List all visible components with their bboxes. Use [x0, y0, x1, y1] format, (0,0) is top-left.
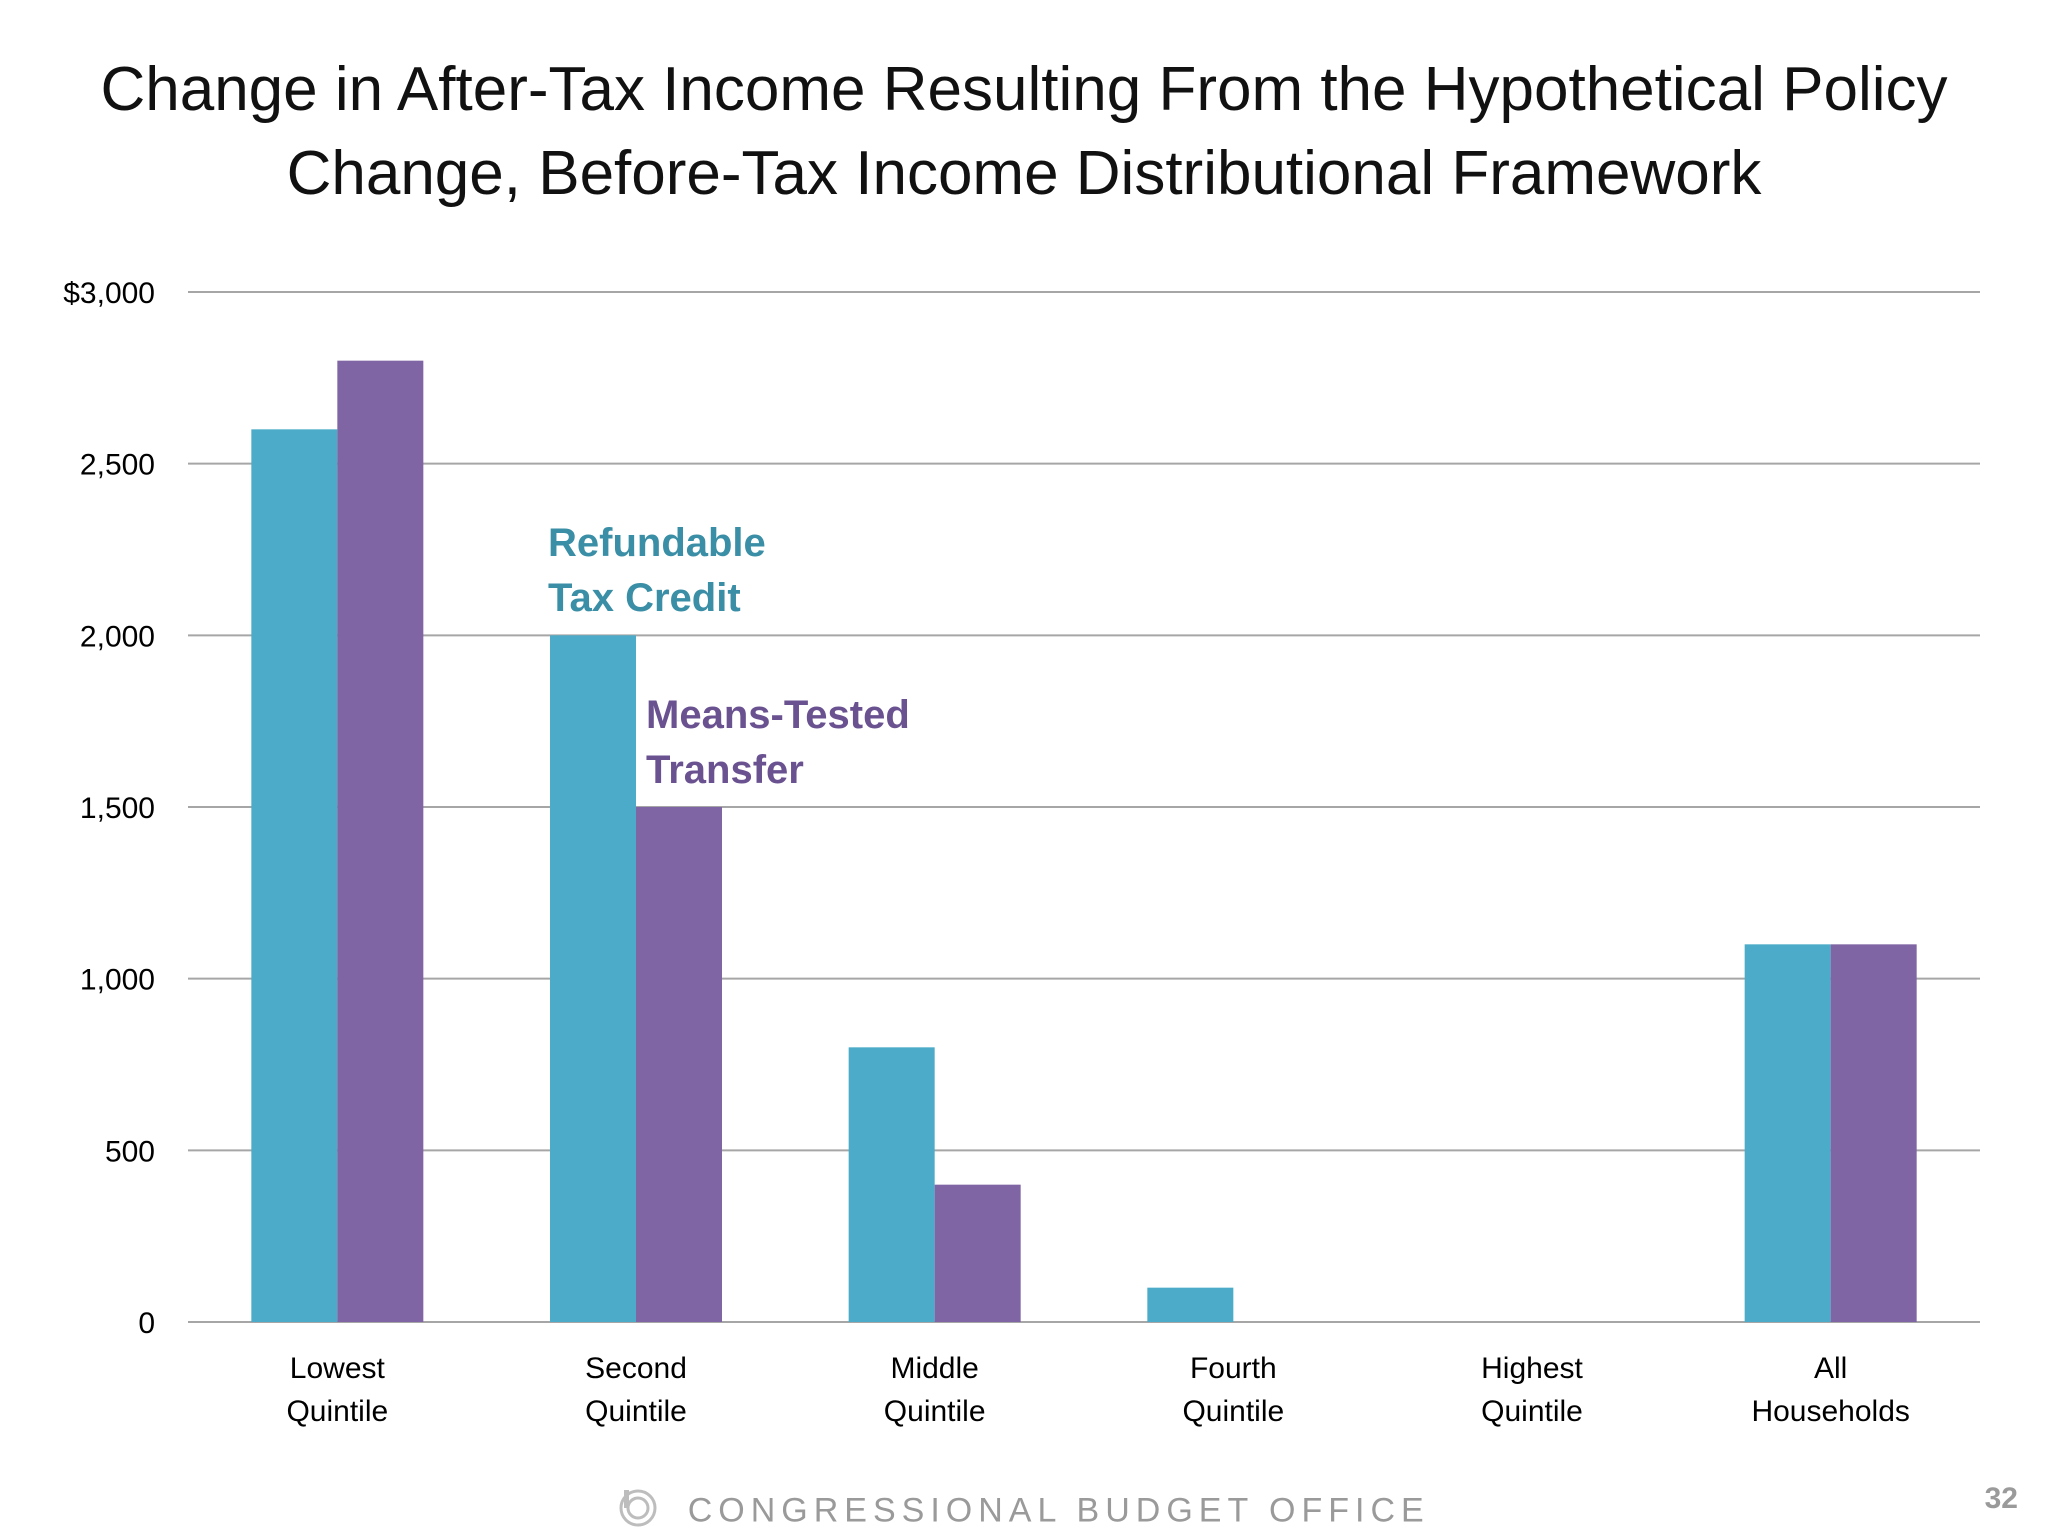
- x-tick-label: Quintile: [585, 1395, 687, 1428]
- footer: CONGRESSIONAL BUDGET OFFICE: [0, 1488, 2048, 1537]
- x-tick-label: Second: [585, 1352, 687, 1385]
- chart-title: Change in After-Tax Income Resulting Fro…: [0, 48, 2048, 216]
- bar: [636, 807, 722, 1322]
- y-tick-label: $3,000: [63, 277, 155, 310]
- bar: [337, 360, 424, 1323]
- chart-title-line-1: Change in After-Tax Income Resulting Fro…: [100, 55, 1948, 124]
- x-tick-label: Quintile: [884, 1395, 986, 1428]
- y-tick-label: 0: [138, 1307, 155, 1340]
- bar: [1744, 944, 1831, 1322]
- bar: [251, 429, 338, 1322]
- bar: [1147, 1287, 1234, 1322]
- chart-title-line-2: Change, Before-Tax Income Distributional…: [286, 139, 1762, 208]
- series-label: Tax Credit: [548, 576, 741, 620]
- x-tick-label: Lowest: [290, 1352, 386, 1385]
- x-tick-label: All: [1814, 1352, 1847, 1385]
- x-tick-label: Quintile: [1481, 1395, 1583, 1428]
- series-label: Means-Tested: [646, 693, 910, 737]
- bar: [934, 1184, 1021, 1322]
- x-tick-label: Middle: [890, 1352, 978, 1385]
- x-tick-label: Fourth: [1190, 1352, 1277, 1385]
- series-label: Transfer: [646, 748, 804, 792]
- y-tick-label: 500: [105, 1135, 155, 1168]
- x-tick-label: Quintile: [1182, 1395, 1284, 1428]
- y-tick-label: 2,500: [80, 449, 155, 482]
- series-label: Refundable: [548, 521, 766, 565]
- bar: [1830, 944, 1917, 1322]
- page-number: 32: [1984, 1482, 2018, 1515]
- x-tick-label: Quintile: [286, 1395, 388, 1428]
- y-tick-label: 1,000: [80, 964, 155, 997]
- x-tick-label: Households: [1751, 1395, 1909, 1428]
- x-tick-label: Highest: [1481, 1352, 1583, 1385]
- cbo-logo-icon: [618, 1488, 658, 1537]
- y-tick-label: 2,000: [80, 620, 155, 653]
- footer-org: CONGRESSIONAL BUDGET OFFICE: [687, 1491, 1430, 1530]
- y-tick-label: 1,500: [80, 792, 155, 825]
- bar: [848, 1047, 935, 1322]
- bar: [550, 635, 636, 1322]
